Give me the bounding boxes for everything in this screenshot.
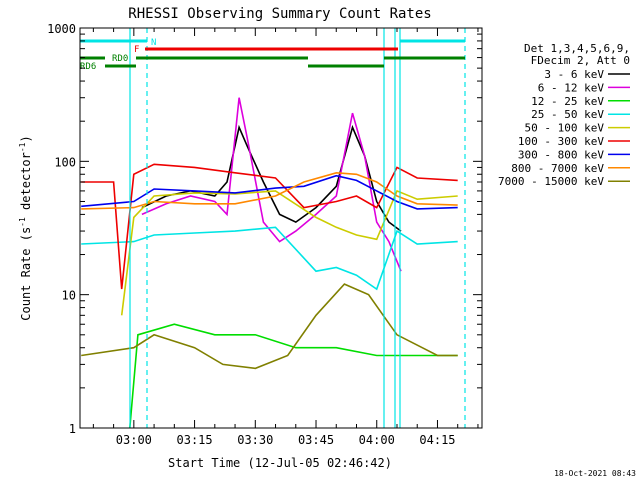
y-axis-label-part: detector — [19, 152, 33, 217]
flag-bars: N F RD0 RD6 — [80, 28, 466, 428]
plot-frame — [79, 27, 483, 429]
y-axis-label: Count Rate (s-1 detector-1) — [18, 135, 33, 320]
y-axis-label-part: -1 — [18, 142, 27, 152]
series-line — [81, 226, 458, 291]
legend-label: 100 - 300 keV — [518, 135, 604, 148]
y-tick-label: 100 — [54, 155, 76, 169]
chart-title: RHESSI Observing Summary Count Rates — [128, 6, 431, 22]
y-tick-label: 10 — [62, 289, 76, 303]
series-line — [81, 283, 458, 370]
y-tick-label: 1000 — [47, 22, 76, 36]
flag-label: F — [134, 45, 139, 55]
series-line — [120, 189, 458, 316]
series-line — [81, 171, 458, 210]
series-line — [129, 323, 458, 428]
series-line — [141, 124, 402, 232]
y-axis-label-part: ) — [19, 135, 33, 142]
y-tick-label: 1 — [69, 422, 76, 436]
y-axis-label-part: -1 — [18, 217, 27, 227]
legend-label: 800 - 7000 keV — [511, 162, 604, 175]
x-tick-label: 03:00 — [116, 433, 152, 447]
flag-label: RD6 — [80, 62, 96, 72]
legend-header-line: FDecim 2, Att 0 — [531, 54, 630, 67]
legend-label: 25 - 50 keV — [531, 108, 604, 121]
legend-label: 300 - 800 keV — [518, 148, 604, 161]
x-tick-label: 04:00 — [359, 433, 395, 447]
legend-label: 6 - 12 keV — [538, 81, 605, 94]
x-axis-label: Start Time (12-Jul-05 02:46:42) — [168, 456, 392, 470]
plot-lines — [81, 97, 458, 428]
legend-label: 12 - 25 keV — [531, 95, 604, 108]
series-line — [141, 97, 402, 272]
legend-label: 50 - 100 keV — [525, 122, 605, 135]
series-line — [81, 174, 458, 210]
x-tick-label: 03:15 — [177, 433, 213, 447]
y-axis: 1 10 100 1000 — [47, 22, 482, 436]
y-axis-label-part: Count Rate (s — [19, 227, 33, 321]
legend-label: 7000 - 15000 keV — [498, 175, 604, 188]
legend-label: 3 - 6 keV — [544, 68, 604, 81]
x-tick-label: 03:45 — [298, 433, 334, 447]
flag-label: N — [151, 38, 156, 48]
series-line — [81, 163, 458, 290]
legend: Det 1,3,4,5,6,9, FDecim 2, Att 0 3 - 6 k… — [498, 42, 630, 188]
flag-label: RD0 — [112, 54, 128, 64]
x-tick-label: 03:30 — [237, 433, 273, 447]
footer-date: 18-Oct-2021 08:43 — [554, 469, 636, 478]
x-tick-label: 04:15 — [419, 433, 455, 447]
x-axis: 03:00 03:15 03:30 03:45 04:00 04:15 — [92, 28, 479, 447]
legend-header-line: Det 1,3,4,5,6,9, — [524, 42, 630, 55]
